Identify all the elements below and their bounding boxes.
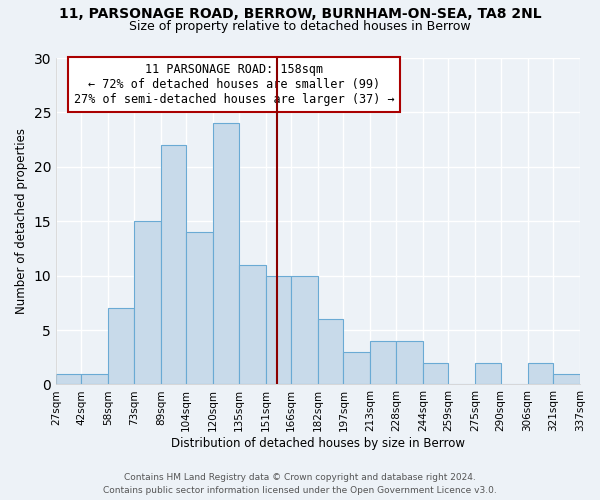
Bar [553,374,580,384]
Bar [475,362,500,384]
Y-axis label: Number of detached properties: Number of detached properties [15,128,28,314]
Bar [56,374,82,384]
Bar [527,362,553,384]
Bar [370,341,396,384]
Bar [343,352,370,384]
Bar [82,374,109,384]
Bar [134,221,161,384]
Bar [396,341,423,384]
X-axis label: Distribution of detached houses by size in Berrow: Distribution of detached houses by size … [171,437,465,450]
Bar [109,308,134,384]
Bar [239,265,266,384]
Text: Size of property relative to detached houses in Berrow: Size of property relative to detached ho… [129,20,471,33]
Bar [423,362,448,384]
Bar [213,124,239,384]
Bar [318,319,343,384]
Bar [186,232,213,384]
Text: 11, PARSONAGE ROAD, BERROW, BURNHAM-ON-SEA, TA8 2NL: 11, PARSONAGE ROAD, BERROW, BURNHAM-ON-S… [59,8,541,22]
Text: 11 PARSONAGE ROAD: 158sqm
← 72% of detached houses are smaller (99)
27% of semi-: 11 PARSONAGE ROAD: 158sqm ← 72% of detac… [74,63,395,106]
Bar [266,276,291,384]
Bar [291,276,318,384]
Bar [161,145,186,384]
Text: Contains HM Land Registry data © Crown copyright and database right 2024.
Contai: Contains HM Land Registry data © Crown c… [103,474,497,495]
